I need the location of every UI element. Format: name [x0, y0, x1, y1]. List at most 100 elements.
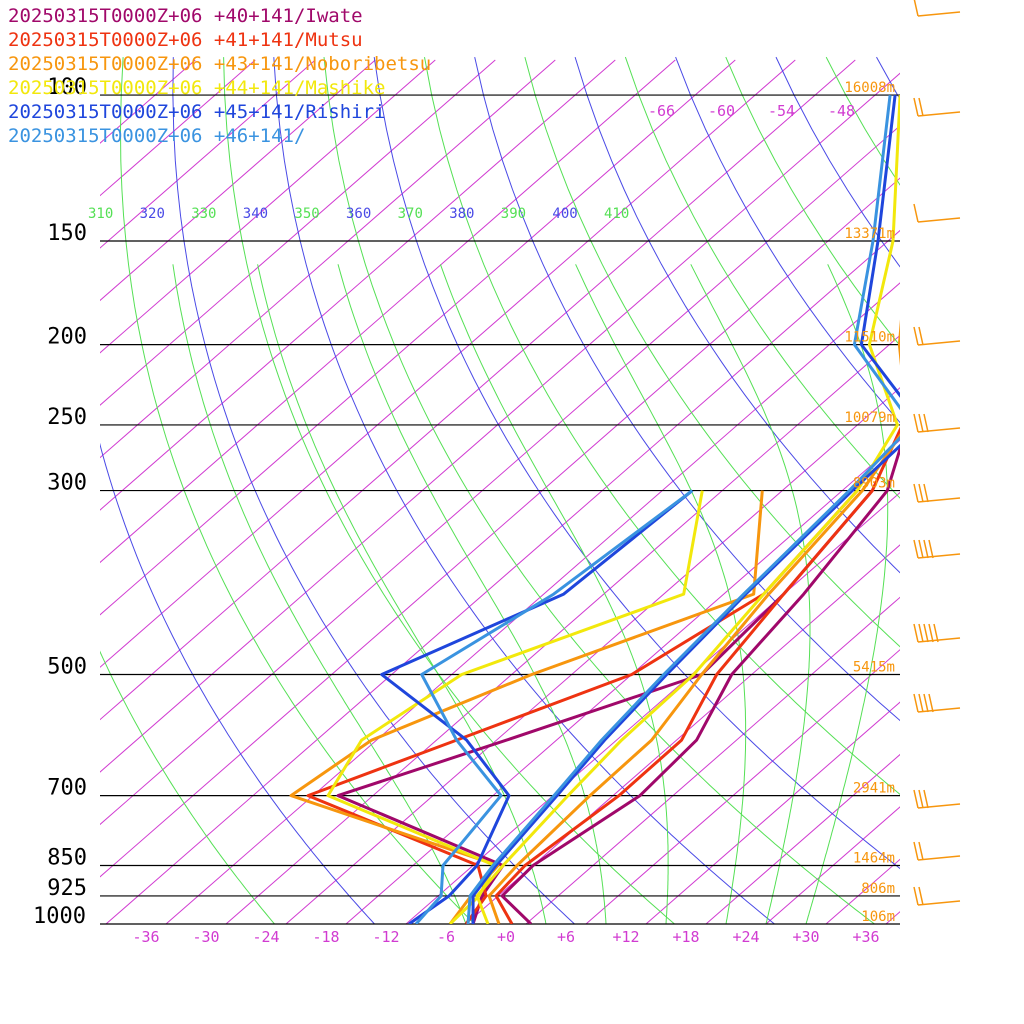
barb-flag: [928, 623, 934, 643]
barb-shaft: [917, 497, 961, 503]
wind-barb: [913, 886, 961, 906]
barb-shaft: [917, 111, 961, 117]
dry-adiabat: [424, 57, 900, 796]
dry-adiabat: [172, 57, 576, 924]
height-label: 13371m: [844, 226, 895, 242]
axis-labels: 100 150 200 250 300 500 700 850 925 1000 16008m 133…: [33, 75, 895, 946]
height-label: 2941m: [853, 781, 895, 797]
wind-barb: [913, 413, 961, 433]
isotherm-line: [100, 125, 900, 826]
barb-flag: [918, 623, 924, 643]
top-temp-label: -48: [828, 102, 855, 120]
pressure-label: 500: [47, 654, 87, 679]
pressure-label: 1000: [33, 904, 86, 929]
theta-label: 410: [604, 206, 629, 222]
x-tick-label: -36: [132, 928, 159, 946]
x-tick-label: -30: [192, 928, 219, 946]
barb-flag: [913, 693, 919, 713]
pressure-label: 150: [47, 221, 87, 246]
isotherm-line: [100, 59, 736, 616]
x-tick-label: -12: [372, 928, 399, 946]
temperature-line: [487, 319, 900, 924]
isotherm-line: [100, 59, 196, 144]
isotherm-line: [946, 60, 1024, 924]
wind-barb: [913, 623, 961, 643]
isotherm-line: [345, 439, 900, 924]
isotherm-line: [225, 334, 900, 924]
dry-adiabat: [574, 56, 900, 574]
isotherm-line: [705, 753, 900, 924]
barb-flag: [928, 539, 934, 559]
x-tick-label: +24: [732, 928, 759, 946]
dry-adiabat: [725, 56, 900, 347]
isotherm-line: [100, 59, 436, 354]
dewpoint-line: [414, 489, 694, 924]
wind-barb: [913, 97, 961, 117]
pressure-label: 250: [47, 405, 87, 430]
x-tick-label: +0: [497, 928, 515, 946]
theta-label: 360: [346, 206, 371, 222]
dry-adiabat: [100, 442, 376, 924]
barb-flag: [913, 539, 919, 559]
dewpoint-line: [326, 490, 704, 924]
isotherm-line: [100, 177, 900, 878]
legend-entry: 20250315T0000Z+06 +46+141/: [8, 125, 306, 147]
barb-flag: [928, 693, 934, 713]
x-tick-label: -18: [312, 928, 339, 946]
barb-flag: [918, 886, 924, 906]
barb-shaft: [917, 803, 961, 809]
barb-flag: [918, 789, 924, 809]
height-label: 10079m: [844, 410, 895, 426]
x-tick-label: +12: [612, 928, 639, 946]
barb-flag: [913, 97, 919, 117]
barb-flag: [918, 841, 924, 861]
barb-flag: [918, 693, 924, 713]
barb-shaft: [917, 427, 961, 433]
barb-flag: [913, 623, 919, 643]
dewpoint-line: [306, 489, 859, 924]
x-tick-label: +6: [557, 928, 575, 946]
barb-shaft: [917, 637, 961, 643]
isotherm-line: [100, 59, 256, 197]
isotherm-line: [100, 59, 496, 406]
wind-barb: [913, 789, 961, 809]
barb-flag: [933, 623, 939, 643]
theta-label: 330: [191, 206, 216, 222]
theta-label: 380: [449, 206, 474, 222]
temperature-line: [466, 94, 900, 924]
isotherm-line: [585, 649, 900, 924]
height-label: 1464m: [853, 850, 895, 866]
barb-flag: [913, 0, 919, 17]
background-grid: [100, 56, 1024, 924]
barb-flag: [918, 483, 924, 503]
height-label: 106m: [861, 909, 895, 925]
theta-label: 320: [140, 206, 165, 222]
height-label: 806m: [861, 881, 895, 897]
isotherm-line: [885, 911, 900, 924]
dry-adiabat: [119, 57, 476, 924]
legend-entry: 20250315T0000Z+06 +40+141/Iwate: [8, 5, 363, 27]
x-tick-label: +30: [792, 928, 819, 946]
wind-barb: [913, 326, 961, 346]
barb-shaft: [917, 11, 961, 17]
barb-shaft: [917, 855, 961, 861]
dry-adiabat: [100, 650, 276, 924]
pressure-label: 200: [47, 325, 87, 350]
legend-entry: 20250315T0000Z+06 +44+141/Mashike: [8, 77, 386, 99]
dry-adiabat: [775, 56, 900, 268]
theta-label: 340: [243, 206, 268, 222]
pressure-label: 925: [47, 876, 87, 901]
height-label: 5415m: [853, 659, 895, 675]
dewpoint-line: [380, 489, 694, 924]
barb-flag: [918, 413, 924, 433]
isotherm-line: [100, 59, 316, 249]
isotherm-line: [100, 59, 556, 459]
barb-flag: [913, 841, 919, 861]
pressure-label: 850: [47, 845, 87, 870]
isobars: [100, 94, 900, 925]
isotherm-line: [645, 701, 900, 924]
sounding-series: [289, 94, 900, 924]
isotherm-line: [100, 72, 900, 773]
isotherm-line: [525, 596, 900, 924]
